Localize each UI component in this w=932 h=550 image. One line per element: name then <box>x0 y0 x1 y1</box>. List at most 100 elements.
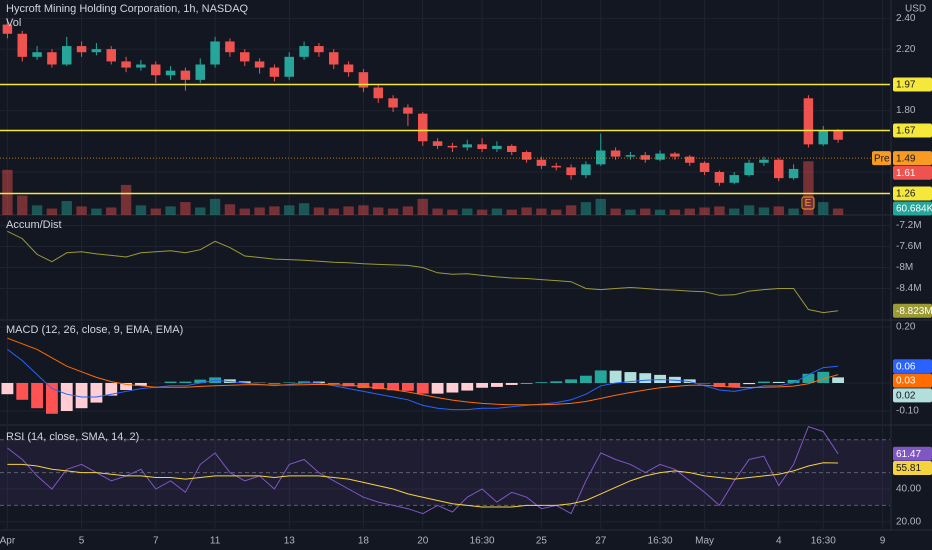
candle-body <box>729 175 739 183</box>
y-tick-label: -7.6M <box>896 241 922 252</box>
x-tick-label: May <box>695 536 714 547</box>
histogram-bar <box>520 383 533 384</box>
histogram-bar <box>490 383 503 387</box>
candle-body <box>447 145 458 148</box>
histogram-bar <box>401 383 414 391</box>
histogram-bar <box>505 383 518 385</box>
volume-bar <box>521 207 532 215</box>
candle-body <box>180 70 191 80</box>
premarket-value: 1.49 <box>896 153 916 164</box>
volume-bar <box>447 209 458 215</box>
volume-bar <box>832 208 844 215</box>
x-tick-label: 20 <box>417 536 429 547</box>
pane-title: Accum/Dist <box>6 219 62 231</box>
candle-body <box>225 41 235 53</box>
volume-bar <box>818 202 829 215</box>
x-tick-label: 11 <box>210 536 221 547</box>
chart-title: Hycroft Mining Holding Corporation, 1h, … <box>6 3 249 15</box>
histogram-bar <box>283 382 296 383</box>
volume-bar <box>506 209 517 215</box>
candle-body <box>699 162 710 172</box>
x-tick-label: 5 <box>79 536 85 547</box>
volume-bar <box>61 201 72 215</box>
histogram-bar <box>579 375 592 383</box>
candle-body <box>373 87 383 99</box>
pane-title: RSI (14, close, SMA, 14, 2) <box>6 431 139 443</box>
indicator-value: 61.47 <box>896 449 921 460</box>
candle-body <box>536 159 547 166</box>
volume-bar <box>239 208 250 215</box>
candle-body <box>358 72 369 88</box>
currency: USD <box>905 4 926 15</box>
volume-bar <box>417 198 428 215</box>
volume-bar <box>788 208 799 215</box>
candle-body <box>610 150 621 157</box>
volume-bar <box>180 202 191 215</box>
y-tick-label: -0.10 <box>896 406 919 417</box>
volume-bar <box>106 207 117 215</box>
volume-bar <box>343 206 354 215</box>
volume-bar <box>31 205 43 215</box>
indicator-value-tag: -8.823M <box>893 303 932 318</box>
x-tick-label: Apr <box>0 536 16 547</box>
indicator-value-tag-bg <box>893 373 932 388</box>
premarket-value-tag: 1.49 <box>893 151 932 166</box>
indicator-value-tag-bg <box>893 303 932 318</box>
y-tick-label: -8.4M <box>896 283 922 294</box>
candle-body <box>121 61 131 68</box>
histogram-bar <box>105 383 118 396</box>
volume-bar <box>536 208 547 215</box>
candle-body <box>507 145 517 153</box>
candle-body <box>774 159 784 179</box>
volume-bar <box>432 208 443 215</box>
earnings-label[interactable]: E <box>805 198 812 209</box>
histogram-bar <box>416 383 429 394</box>
histogram-bar <box>476 383 489 388</box>
candle-body <box>284 56 294 77</box>
volume-bar <box>654 209 666 215</box>
histogram-bar <box>90 383 103 403</box>
volume-bar <box>209 198 221 215</box>
histogram-bar <box>387 383 400 391</box>
volume-bar <box>224 204 236 215</box>
volume-bar <box>595 198 606 215</box>
level-label-tag: 1.67 <box>893 123 932 138</box>
candle-body <box>833 130 843 140</box>
candle-body <box>759 159 769 163</box>
indicator-value-tag: 55.81 <box>893 461 932 476</box>
volume-bar <box>714 206 725 215</box>
candle-body <box>788 168 799 179</box>
indicator-value: 0.03 <box>896 376 916 387</box>
histogram-bar <box>743 383 756 385</box>
y-tick-label: 2.40 <box>896 13 916 24</box>
volume-bar <box>2 169 13 215</box>
candle-body <box>432 141 443 146</box>
volume-bar <box>699 207 710 215</box>
volume-bar <box>387 208 399 215</box>
level-label: 1.26 <box>896 189 916 200</box>
volume-bar <box>743 205 755 215</box>
histogram-bar <box>372 383 385 390</box>
level-label-tag-bg <box>893 77 932 92</box>
x-tick-label: 18 <box>358 536 370 547</box>
candle-body <box>254 61 265 68</box>
histogram-bar <box>134 383 147 386</box>
volume-bar <box>476 209 488 215</box>
indicator-value: 55.81 <box>896 463 921 474</box>
histogram-bar <box>431 383 444 394</box>
earnings-marker[interactable] <box>801 196 815 210</box>
indicator-value-tag: 0.06 <box>893 359 932 374</box>
x-tick-label: 16:30 <box>648 536 673 547</box>
histogram-bar <box>609 370 622 383</box>
indicator-value-tag-bg <box>893 359 932 374</box>
indicator-value-tag-bg <box>893 388 932 403</box>
histogram-bar <box>802 373 815 383</box>
x-tick-label: 7 <box>153 536 159 547</box>
candle-body <box>151 64 161 76</box>
candle-body <box>670 153 680 157</box>
histogram-bar <box>268 383 281 384</box>
histogram-bar <box>772 381 785 383</box>
x-tick-label: 13 <box>284 536 296 547</box>
histogram-bar <box>713 383 726 387</box>
